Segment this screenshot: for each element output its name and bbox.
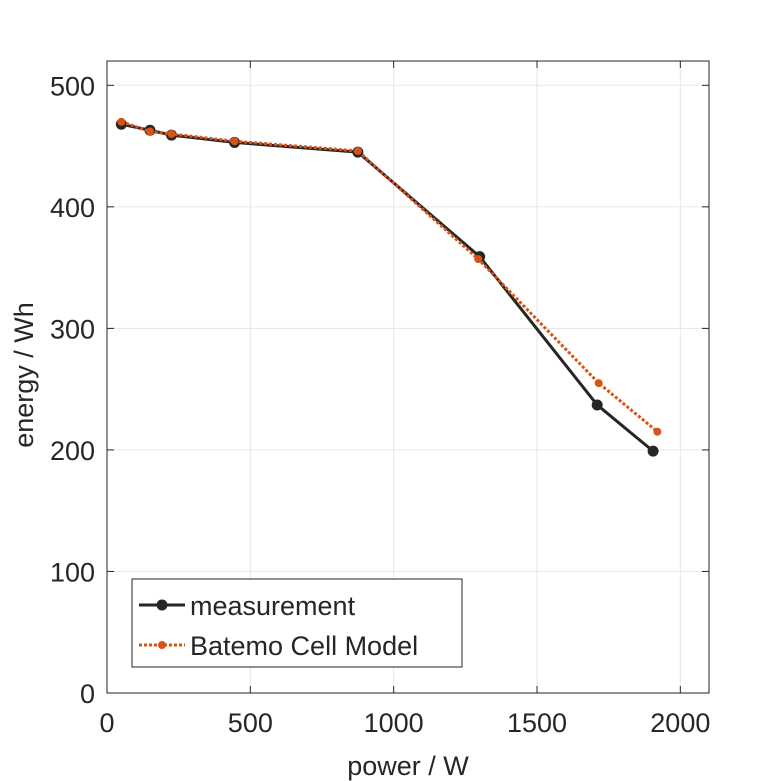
data-point <box>353 146 362 155</box>
plot-area-frame <box>106 60 710 694</box>
x-axis-label: power / W <box>347 751 469 781</box>
data-point <box>594 379 603 388</box>
y-tick-label: 0 <box>80 679 95 709</box>
series-2 <box>117 117 662 436</box>
data-point <box>474 255 483 264</box>
y-tick-label: 100 <box>50 557 95 587</box>
data-point <box>653 427 662 436</box>
y-axis-label: energy / Wh <box>9 302 39 448</box>
legend-box <box>131 578 463 668</box>
y-tick-label: 400 <box>50 193 95 223</box>
y-tick-label: 500 <box>50 71 95 101</box>
series-1 <box>115 118 659 457</box>
series-line <box>120 120 659 433</box>
legend-label: Batemo Cell Model <box>190 631 418 661</box>
x-tick-label: 1000 <box>364 708 424 738</box>
data-point <box>117 117 126 126</box>
data-point <box>230 137 239 146</box>
x-tick-label: 1500 <box>507 708 567 738</box>
y-tick-label: 200 <box>50 436 95 466</box>
series-layer <box>115 117 662 457</box>
x-tick-label: 500 <box>228 708 273 738</box>
legend-label: measurement <box>190 591 356 621</box>
data-point <box>647 445 659 457</box>
legend-marker <box>156 599 168 611</box>
data-point <box>591 399 603 411</box>
legend-marker <box>158 641 166 649</box>
data-point <box>146 127 154 136</box>
data-point <box>167 129 176 138</box>
axis-ticks: 0 500 1000 1500 2000 0 100 200 300 400 500 <box>50 61 710 738</box>
x-tick-label: 0 <box>99 708 114 738</box>
series-line <box>121 122 655 453</box>
y-tick-label: 300 <box>50 314 95 344</box>
x-tick-label: 2000 <box>650 708 710 738</box>
legend: measurement Batemo Cell Model <box>131 578 463 668</box>
